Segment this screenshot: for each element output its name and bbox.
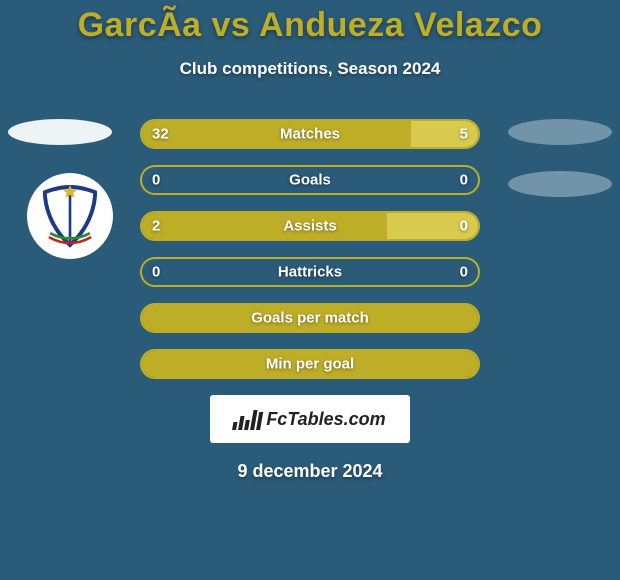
stat-label: Goals [289, 172, 331, 189]
fctables-label: FcTables.com [266, 409, 385, 430]
stat-label: Hattricks [278, 264, 342, 281]
stat-row: 32 5 Matches [140, 119, 480, 149]
stat-row: 2 0 Assists [140, 211, 480, 241]
stat-label: Goals per match [251, 310, 369, 327]
stat-label: Min per goal [266, 356, 354, 373]
stat-row: Goals per match [140, 303, 480, 333]
page-title: GarcÃ­a vs Andueza Velazco [0, 6, 620, 45]
stat-value-left: 32 [152, 126, 169, 143]
fctables-logo[interactable]: FcTables.com [210, 395, 410, 443]
stat-value-left: 2 [152, 218, 160, 235]
stats-bars: 32 5 Matches 0 0 Goals 2 0 Assists 0 0 Hattricks Goa… [140, 119, 480, 379]
stat-row: 0 0 Hattricks [140, 257, 480, 287]
shield-icon [37, 183, 103, 249]
stat-label: Assists [283, 218, 336, 235]
club-badge-left [27, 173, 113, 259]
stat-value-right: 0 [460, 264, 468, 281]
stat-value-right: 5 [460, 126, 468, 143]
player-left-placeholder-1 [8, 119, 112, 145]
stat-fill-left [142, 213, 387, 239]
stat-fill-left [142, 121, 411, 147]
stat-value-right: 0 [460, 218, 468, 235]
stat-row: 0 0 Goals [140, 165, 480, 195]
stat-value-right: 0 [460, 172, 468, 189]
player-right-placeholder-1 [508, 119, 612, 145]
bars-icon [232, 408, 264, 430]
player-right-placeholder-2 [508, 171, 612, 197]
stat-label: Matches [280, 126, 340, 143]
stat-value-left: 0 [152, 172, 160, 189]
stat-row: Min per goal [140, 349, 480, 379]
date-label: 9 december 2024 [0, 461, 620, 482]
stat-value-left: 0 [152, 264, 160, 281]
content-area: 32 5 Matches 0 0 Goals 2 0 Assists 0 0 Hattricks Goa… [0, 119, 620, 482]
comparison-card: GarcÃ­a vs Andueza Velazco Club competit… [0, 0, 620, 580]
subtitle: Club competitions, Season 2024 [0, 59, 620, 79]
